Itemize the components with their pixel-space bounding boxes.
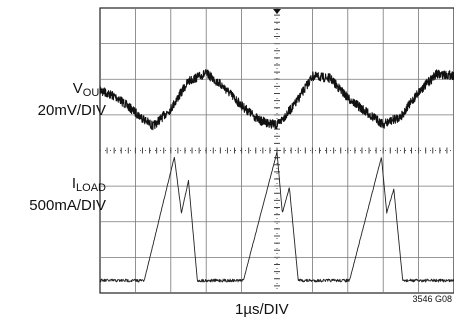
iload-channel-label: ILOAD 500mA/DIV — [29, 175, 106, 215]
scope-traces — [99, 69, 454, 283]
scope-grid — [99, 7, 454, 294]
vout-label-sub: OUT — [82, 87, 106, 99]
trigger-marker — [273, 9, 281, 14]
vout-channel-label: VOUT 20mV/DIV — [38, 80, 106, 120]
vout-scale-label: 20mV/DIV — [37, 102, 106, 119]
iload-label-main: I — [71, 175, 77, 192]
iload-trace — [99, 151, 454, 283]
vout-label-main: V — [72, 80, 83, 97]
iload-label-sub: LOAD — [76, 182, 106, 194]
iload-scale-label: 500mA/DIV — [29, 197, 106, 214]
figure-id-label: 3546 G08 — [412, 294, 452, 304]
vout-trace — [99, 69, 454, 131]
time-scale-label: 1µs/DIV — [235, 301, 289, 318]
